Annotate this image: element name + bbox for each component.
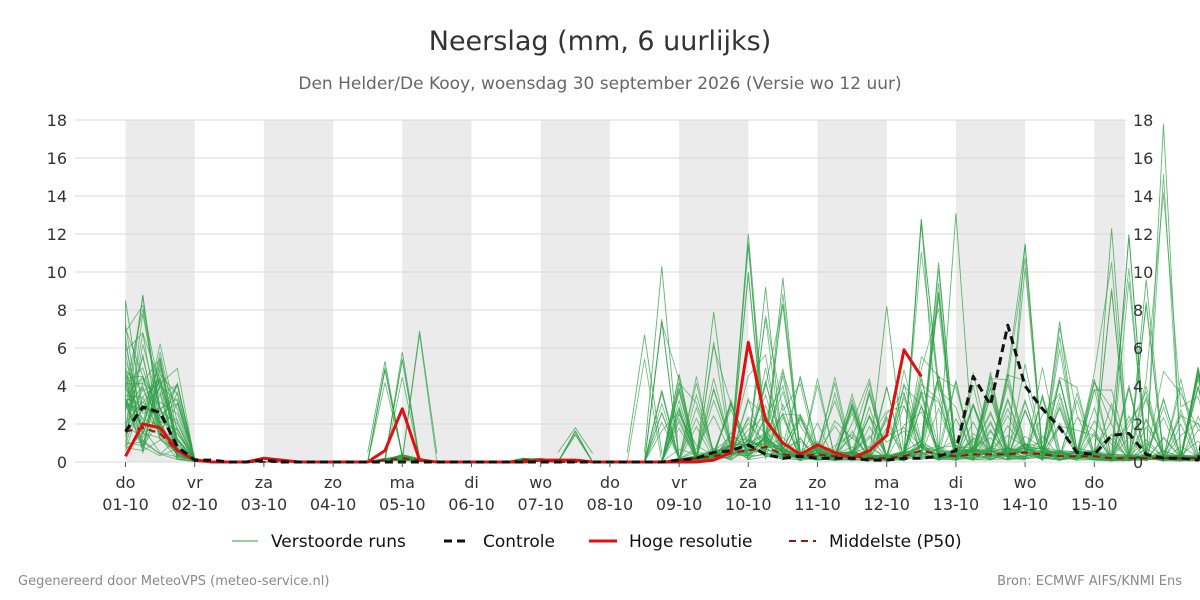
legend-label-control: Controle: [483, 532, 555, 552]
y-tick-left-6: 6: [57, 339, 67, 358]
x-tick-day-03-10: za: [255, 473, 273, 492]
x-tick-date-14-10: 14-10: [1002, 495, 1049, 514]
y-tick-left-4: 4: [57, 377, 67, 396]
ensemble-peak-11: [730, 233, 767, 453]
ensemble-peak-7: [557, 427, 593, 454]
chart-title: Neerslag (mm, 6 uurlijks): [429, 26, 771, 57]
day-band-05-10: [402, 120, 472, 462]
ensemble-peak-3: [142, 357, 178, 445]
ensemble-peak-18: [1007, 243, 1043, 455]
footer-generated-by: Gegenereerd door MeteoVPS (meteo-service…: [18, 574, 329, 589]
x-tick-date-07-10: 07-10: [517, 495, 564, 514]
legend-label-median: Middelste (P50): [829, 532, 962, 552]
legend-item-median[interactable]: Middelste (P50): [789, 532, 962, 552]
ensemble-peak-6: [401, 330, 438, 459]
y-tick-left-10: 10: [47, 263, 67, 282]
legend-item-control[interactable]: Controle: [444, 532, 555, 552]
ensemble-peak-10: [695, 311, 732, 459]
y-tick-right-16: 16: [1133, 149, 1153, 168]
x-tick-day-05-10: ma: [390, 473, 415, 492]
x-tick-day-08-10: do: [600, 473, 620, 492]
y-tick-right-8: 8: [1133, 301, 1143, 320]
x-tick-day-11-10: zo: [808, 473, 826, 492]
y-tick-left-8: 8: [57, 301, 67, 320]
ensemble-peak-21: [1111, 233, 1147, 459]
x-tick-day-14-10: wo: [1014, 473, 1037, 492]
x-tick-day-07-10: wo: [529, 473, 552, 492]
y-tick-left-18: 18: [47, 111, 67, 130]
ensemble-peak-2: [125, 294, 161, 432]
y-tick-right-10: 10: [1133, 263, 1153, 282]
legend-label-hires: Hoge resolutie: [629, 532, 753, 552]
x-tick-date-01-10: 01-10: [102, 495, 149, 514]
x-tick-day-10-10: za: [739, 473, 757, 492]
y-tick-left-12: 12: [47, 225, 67, 244]
y-tick-left-16: 16: [47, 149, 67, 168]
y-tick-right-14: 14: [1133, 187, 1153, 206]
x-tick-date-03-10: 03-10: [241, 495, 288, 514]
x-tick-date-12-10: 12-10: [863, 495, 910, 514]
x-axis-ticks: do 01-10 vr 02-10 za 03-10 zo 04-10 ma 05-10 di 06-…: [102, 462, 1118, 514]
ensemble-peak-16: [920, 262, 957, 454]
legend-item-perturbed[interactable]: Verstoorde runs: [232, 532, 406, 552]
y-tick-right-18: 18: [1133, 111, 1153, 130]
ensemble-peak-9: [644, 266, 680, 460]
ensemble-peak-13: [765, 277, 801, 454]
legend: Verstoorde runs Controle Hoge resolutie …: [232, 532, 962, 552]
ensemble-peak-1: [125, 300, 144, 432]
ensemble-peak-12: [747, 287, 784, 451]
legend-item-hires[interactable]: Hoge resolutie: [589, 532, 753, 552]
ensemble-peak-22: [1128, 279, 1164, 459]
x-tick-date-15-10: 15-10: [1071, 495, 1118, 514]
y-tick-left-2: 2: [57, 415, 67, 434]
x-tick-date-11-10: 11-10: [794, 495, 841, 514]
x-tick-day-15-10: do: [1084, 473, 1104, 492]
x-tick-day-13-10: di: [949, 473, 964, 492]
ensemble-peak-14: [868, 306, 905, 459]
x-tick-day-09-10: vr: [671, 473, 687, 492]
x-tick-day-01-10: do: [116, 473, 136, 492]
x-tick-date-06-10: 06-10: [448, 495, 495, 514]
footer-source: Bron: ECMWF AIFS/KNMI Ens: [997, 574, 1182, 589]
x-tick-date-04-10: 04-10: [310, 495, 357, 514]
legend-label-perturbed: Verstoorde runs: [271, 532, 406, 552]
main-series: [124, 323, 1200, 464]
x-tick-date-05-10: 05-10: [379, 495, 426, 514]
day-band-03-10: [263, 120, 334, 462]
x-tick-day-04-10: zo: [324, 473, 342, 492]
x-tick-date-10-10: 10-10: [725, 495, 772, 514]
y-tick-right-2: 2: [1133, 415, 1143, 434]
y-axis-ticks: 0 0 2 2 4 4 6 6 8 8 10 10 12 12 14 14 16 16 18 18: [47, 111, 1154, 472]
x-tick-day-06-10: di: [464, 473, 479, 492]
series-line-controle: [124, 323, 1200, 464]
chart-subtitle: Den Helder/De Kooy, woensdag 30 septembe…: [298, 74, 901, 94]
y-tick-left-0: 0: [57, 453, 67, 472]
x-tick-date-08-10: 08-10: [587, 495, 634, 514]
y-tick-right-6: 6: [1133, 339, 1143, 358]
y-tick-right-4: 4: [1133, 377, 1143, 396]
ensemble-peak-19: [1041, 321, 1078, 455]
ensemble-peak-17: [938, 213, 974, 455]
ensemble-peak-8: [626, 334, 663, 454]
x-tick-day-12-10: ma: [874, 473, 899, 492]
ensemble-peak-20: [1093, 228, 1130, 457]
ensemble-peak-5: [384, 351, 421, 461]
y-tick-right-0: 0: [1133, 453, 1143, 472]
ensemble-peak-15: [903, 218, 940, 457]
ensemble-peak-4: [367, 361, 403, 457]
y-tick-left-14: 14: [47, 187, 67, 206]
ensemble-peak-24: [1180, 366, 1200, 459]
series-line-hoge-resolutie: [124, 340, 923, 464]
x-tick-date-02-10: 02-10: [171, 495, 218, 514]
y-tick-right-12: 12: [1133, 225, 1153, 244]
x-tick-date-09-10: 09-10: [656, 495, 703, 514]
x-tick-day-02-10: vr: [187, 473, 203, 492]
day-band-07-10: [540, 120, 610, 462]
x-tick-date-13-10: 13-10: [933, 495, 980, 514]
ensemble-peak-23: [1145, 123, 1182, 459]
